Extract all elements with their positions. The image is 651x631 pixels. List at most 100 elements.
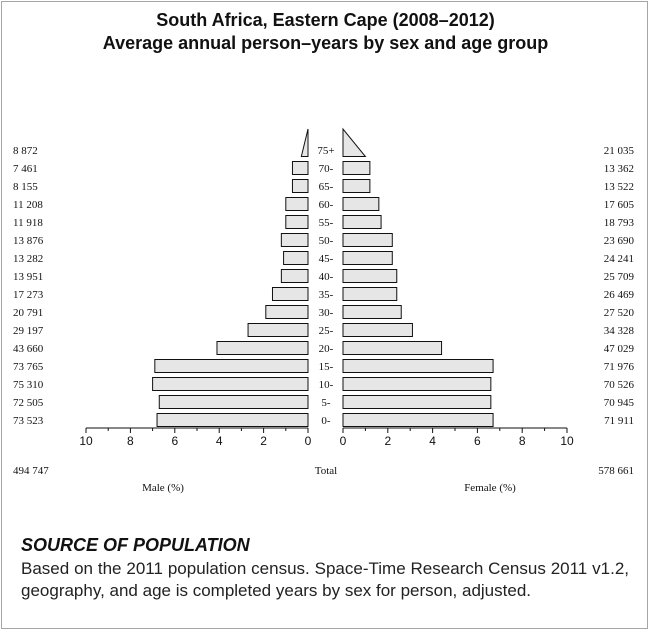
male-tick-label: 6 [171,434,178,448]
male-count-label: 7 461 [13,163,38,175]
age-group-label: 30- [319,307,334,319]
female-tick-label: 2 [384,434,391,448]
age-group-label: 20- [319,343,334,355]
female-count-label: 23 690 [604,235,635,247]
male-tick-label: 10 [79,434,93,448]
male-count-label: 13 282 [13,253,43,265]
male-bar [280,269,309,283]
age-group-label: 75+ [317,145,334,157]
male-bar [285,197,309,211]
female-count-label: 25 709 [604,271,635,283]
male-count-label: 73 765 [13,361,44,373]
female-total-label: 578 661 [598,465,634,477]
female-count-label: 18 793 [604,217,635,229]
male-count-label: 17 273 [13,289,44,301]
female-bar [342,269,398,283]
male-count-label: 13 951 [13,271,43,283]
female-axis-title: Female (%) [464,482,516,494]
male-count-label: 11 208 [13,199,43,211]
male-count-label: 8 155 [13,181,38,193]
male-tick-label: 0 [305,434,312,448]
male-tick-label: 2 [260,434,267,448]
female-bar [342,215,382,229]
chart-title: South Africa, Eastern Cape (2008–2012) [156,10,495,30]
female-bar [342,127,367,157]
age-group-label: 15- [319,361,334,373]
male-bar [154,359,309,373]
female-count-label: 27 520 [604,307,635,319]
male-count-label: 73 523 [13,415,44,427]
female-bar [342,413,494,427]
female-tick-label: 8 [519,434,526,448]
male-bar [283,251,309,265]
female-bar [342,161,371,175]
male-tick-label: 4 [216,434,223,448]
male-bar [156,413,309,427]
female-bar [342,323,413,337]
female-bar [342,179,371,193]
male-count-label: 20 791 [13,307,43,319]
female-bar [342,359,494,373]
age-group-label: 0- [321,415,331,427]
female-tick-label: 6 [474,434,481,448]
male-total-label: 494 747 [13,465,49,477]
age-group-label: 10- [319,379,334,391]
female-count-label: 47 029 [604,343,635,355]
female-count-label: 21 035 [604,145,635,157]
male-bar [265,305,309,319]
female-tick-label: 0 [340,434,347,448]
chart-subtitle: Average annual person–years by sex and a… [102,33,549,53]
female-count-label: 13 522 [604,181,634,193]
age-group-label: 70- [319,163,334,175]
male-count-label: 11 918 [13,217,43,229]
female-count-label: 70 945 [604,397,635,409]
female-bar [342,287,398,301]
total-label: Total [315,465,337,477]
female-bar [342,305,402,319]
female-bar [342,395,492,409]
female-bar [342,251,393,265]
age-group-label: 50- [319,235,334,247]
age-group-label: 35- [319,289,334,301]
age-group-label: 65- [319,181,334,193]
male-count-label: 29 197 [13,325,44,337]
female-count-label: 34 328 [604,325,635,337]
female-tick-label: 4 [429,434,436,448]
age-group-label: 40- [319,271,334,283]
female-count-label: 13 362 [604,163,634,175]
male-tick-label: 8 [127,434,134,448]
male-bar [247,323,309,337]
female-count-label: 71 911 [604,415,634,427]
male-bar [152,377,309,391]
male-bar [280,233,309,247]
male-bar [216,341,309,355]
male-axis-title: Male (%) [142,482,184,494]
female-count-label: 17 605 [604,199,635,211]
male-bar [300,128,309,157]
source-heading: SOURCE OF POPULATION [21,535,250,555]
female-tick-label: 10 [560,434,574,448]
male-bar [291,161,309,175]
age-group-label: 25- [319,325,334,337]
age-group-label: 45- [319,253,334,265]
male-bar [285,215,309,229]
age-group-label: 60- [319,199,334,211]
male-count-label: 43 660 [13,343,44,355]
female-count-label: 71 976 [604,361,635,373]
female-bar [342,197,380,211]
female-bar [342,233,393,247]
male-bar [271,287,309,301]
male-bar [291,179,309,193]
female-count-label: 70 526 [604,379,635,391]
male-count-label: 8 872 [13,145,38,157]
female-count-label: 24 241 [604,253,634,265]
age-group-label: 55- [319,217,334,229]
female-bar [342,341,443,355]
source-text: Based on the 2011 population census. Spa… [21,559,629,600]
female-bar [342,377,492,391]
male-count-label: 13 876 [13,235,44,247]
male-count-label: 75 310 [13,379,44,391]
female-count-label: 26 469 [604,289,635,301]
